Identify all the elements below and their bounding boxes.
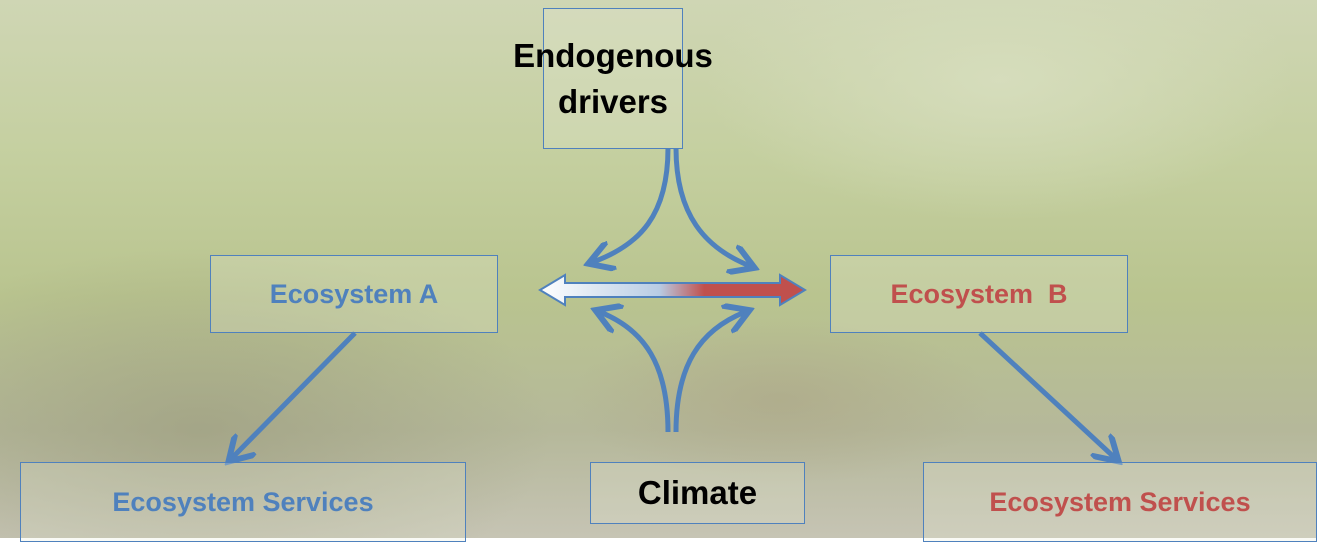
node-label: Ecosystem B: [890, 279, 1067, 310]
ecosystem-a-box: Ecosystem A: [210, 255, 498, 333]
page: Endogenous drivers Ecosystem A Ecosystem…: [0, 0, 1317, 538]
node-label: Endogenous drivers: [513, 33, 713, 125]
services-a-box: Ecosystem Services: [20, 462, 466, 542]
driver-box: Endogenous drivers: [543, 8, 683, 149]
services-b-box: Ecosystem Services: [923, 462, 1317, 542]
node-label: Climate: [638, 470, 757, 516]
node-label: Ecosystem Services: [112, 487, 373, 518]
double-arrow: [540, 275, 805, 305]
ecosystem-b-box: Ecosystem B: [830, 255, 1128, 333]
node-label: Ecosystem Services: [989, 487, 1250, 518]
node-label: Ecosystem A: [270, 279, 439, 310]
climate-box: Climate: [590, 462, 805, 524]
